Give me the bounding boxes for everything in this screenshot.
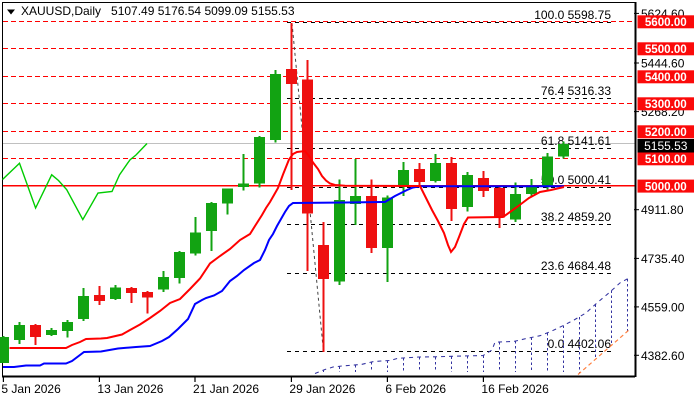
svg-text:4382.60: 4382.60: [641, 349, 685, 363]
svg-text:4911.80: 4911.80: [641, 203, 684, 217]
svg-text:5 Jan 2026: 5 Jan 2026: [1, 382, 61, 396]
svg-text:21 Jan 2026: 21 Jan 2026: [193, 382, 259, 396]
svg-text:4735.40: 4735.40: [641, 252, 685, 266]
svg-text:50.0 5000.41: 50.0 5000.41: [541, 173, 611, 187]
svg-text:76.4 5316.33: 76.4 5316.33: [541, 84, 611, 98]
svg-text:29 Jan 2026: 29 Jan 2026: [289, 382, 355, 396]
svg-text:5000.00: 5000.00: [645, 180, 687, 193]
svg-text:16 Feb 2026: 16 Feb 2026: [481, 382, 549, 396]
svg-text:5600.00: 5600.00: [645, 16, 687, 29]
svg-text:5300.00: 5300.00: [645, 98, 687, 111]
svg-text:5200.00: 5200.00: [645, 126, 687, 139]
svg-text:XAUUSD,Daily 5107.49 5176.54: XAUUSD,Daily 5107.49 5176.54 5099.09 515…: [21, 4, 295, 18]
svg-text:5500.00: 5500.00: [645, 43, 687, 56]
svg-text:4559.00: 4559.00: [641, 300, 685, 314]
svg-text:5400.00: 5400.00: [645, 71, 687, 84]
svg-text:13 Jan 2026: 13 Jan 2026: [97, 382, 163, 396]
svg-text:5155.53: 5155.53: [644, 139, 688, 153]
svg-text:6 Feb 2026: 6 Feb 2026: [385, 382, 446, 396]
svg-text:5444.60: 5444.60: [641, 57, 685, 71]
svg-text:23.6 4684.48: 23.6 4684.48: [541, 259, 611, 273]
svg-text:100.0 5598.75: 100.0 5598.75: [534, 8, 611, 22]
svg-text:38.2 4859.20: 38.2 4859.20: [541, 210, 611, 224]
svg-text:5100.00: 5100.00: [645, 153, 687, 166]
svg-text:61.8 5141.61: 61.8 5141.61: [541, 134, 611, 148]
